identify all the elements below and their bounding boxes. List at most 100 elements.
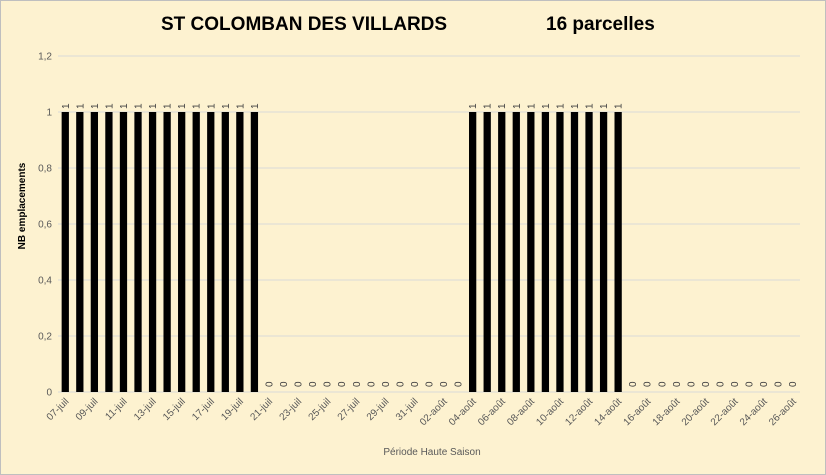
data-label: 1 — [526, 103, 537, 109]
data-label: 1 — [104, 103, 115, 109]
data-label: 1 — [585, 103, 596, 109]
data-label: 1 — [134, 103, 145, 109]
data-label: 0 — [643, 381, 654, 387]
data-label: 0 — [686, 381, 697, 387]
data-label: 1 — [206, 103, 217, 109]
x-tick-label: 22-août — [709, 396, 741, 428]
x-tick-label: 14-août — [592, 396, 624, 428]
x-tick-label: 10-août — [534, 396, 566, 428]
data-label: 0 — [294, 381, 305, 387]
bar — [148, 112, 157, 392]
data-label: 0 — [381, 381, 392, 387]
bar — [119, 112, 128, 392]
x-tick-label: 07-juil — [45, 396, 72, 423]
x-tick-label: 06-août — [476, 396, 508, 428]
bar — [61, 112, 69, 392]
data-label: 1 — [221, 103, 232, 109]
data-label: 1 — [235, 103, 246, 109]
bar — [527, 112, 535, 392]
bar — [134, 112, 142, 392]
bar — [570, 112, 579, 392]
x-tick-label: 02-août — [418, 396, 450, 428]
x-tick-label: 20-août — [680, 396, 712, 428]
x-tick-label: 17-juil — [190, 396, 217, 423]
data-label: 1 — [192, 103, 203, 109]
x-tick-label: 15-juil — [161, 396, 188, 423]
data-label: 0 — [454, 381, 465, 387]
data-label: 0 — [337, 381, 348, 387]
data-label: 1 — [163, 103, 174, 109]
x-axis-ticks: 07-juil 09-juil 11-juil 13-juil 15-juil 17-ju… — [45, 396, 799, 428]
y-axis-title: NB emplacements — [17, 162, 28, 249]
data-label: 1 — [555, 103, 566, 109]
y-tick-label: 0,4 — [38, 276, 52, 287]
data-label: 1 — [512, 103, 523, 109]
y-tick-label: 0,6 — [38, 220, 52, 231]
data-label: 1 — [483, 103, 494, 109]
x-tick-label: 21-juil — [248, 396, 275, 423]
data-label: 0 — [745, 381, 756, 387]
data-label: 1 — [614, 103, 625, 109]
bar — [192, 112, 200, 392]
bar — [90, 112, 99, 392]
data-label: 0 — [788, 381, 799, 387]
bar — [483, 112, 491, 392]
bar — [76, 112, 84, 392]
bar — [221, 112, 229, 392]
bar — [250, 112, 259, 392]
x-tick-label: 11-juil — [103, 396, 129, 422]
data-label: 0 — [657, 381, 668, 387]
data-label: 0 — [730, 381, 741, 387]
data-label: 0 — [410, 381, 421, 387]
data-label: 0 — [701, 381, 712, 387]
chart-title: ST COLOMBAN DES VILLARDS — [161, 14, 448, 35]
y-axis-ticks: 0 0,2 0,4 0,6 0,8 1 1,2 — [38, 52, 52, 399]
x-axis-title: Période Haute Saison — [383, 447, 480, 458]
x-tick-label: 19-juil — [219, 396, 246, 423]
data-label: 1 — [468, 103, 479, 109]
data-label: 1 — [541, 103, 552, 109]
bar — [105, 112, 113, 392]
x-tick-label: 24-août — [738, 396, 770, 428]
y-tick-label: 1 — [46, 108, 52, 119]
data-label: 1 — [570, 103, 581, 109]
bar — [585, 112, 593, 392]
data-label: 1 — [148, 103, 159, 109]
bar — [163, 112, 171, 392]
y-tick-label: 1,2 — [38, 52, 52, 63]
data-label: 0 — [672, 381, 683, 387]
y-tick-label: 0 — [46, 388, 52, 399]
data-label: 1 — [599, 103, 610, 109]
x-tick-label: 09-juil — [74, 396, 101, 423]
data-label: 0 — [425, 381, 436, 387]
bar — [512, 112, 520, 392]
data-label: 1 — [119, 103, 130, 109]
bar — [556, 112, 564, 392]
data-label: 0 — [366, 381, 377, 387]
data-label: 0 — [715, 381, 726, 387]
data-label: 0 — [395, 381, 406, 387]
bar — [207, 112, 215, 392]
bars — [61, 112, 622, 392]
x-tick-label: 16-août — [622, 396, 654, 428]
data-label: 0 — [323, 381, 334, 387]
bar — [469, 112, 477, 392]
data-label: 0 — [774, 381, 785, 387]
data-label: 1 — [61, 103, 72, 109]
data-label: 0 — [264, 381, 275, 387]
bar — [178, 112, 186, 392]
bar — [498, 112, 506, 392]
data-label: 0 — [308, 381, 319, 387]
data-label: 0 — [439, 381, 450, 387]
y-tick-label: 0,2 — [38, 332, 52, 343]
chart-subtitle: 16 parcelles — [546, 14, 655, 35]
x-tick-label: 25-juil — [307, 396, 334, 423]
x-tick-label: 31-juil — [394, 396, 421, 423]
data-label: 0 — [759, 381, 770, 387]
data-label: 1 — [75, 103, 86, 109]
x-tick-label: 27-juil — [336, 396, 363, 423]
x-tick-label: 04-août — [447, 396, 479, 428]
data-labels: 1 1 1 1 1 1 1 1 1 1 1 1 1 10 0 0 0 0 0 0 0 0 0 0 0 0 01 1 1 1 1 1 1 1 1 1 10… — [61, 103, 799, 387]
data-label: 0 — [352, 381, 363, 387]
